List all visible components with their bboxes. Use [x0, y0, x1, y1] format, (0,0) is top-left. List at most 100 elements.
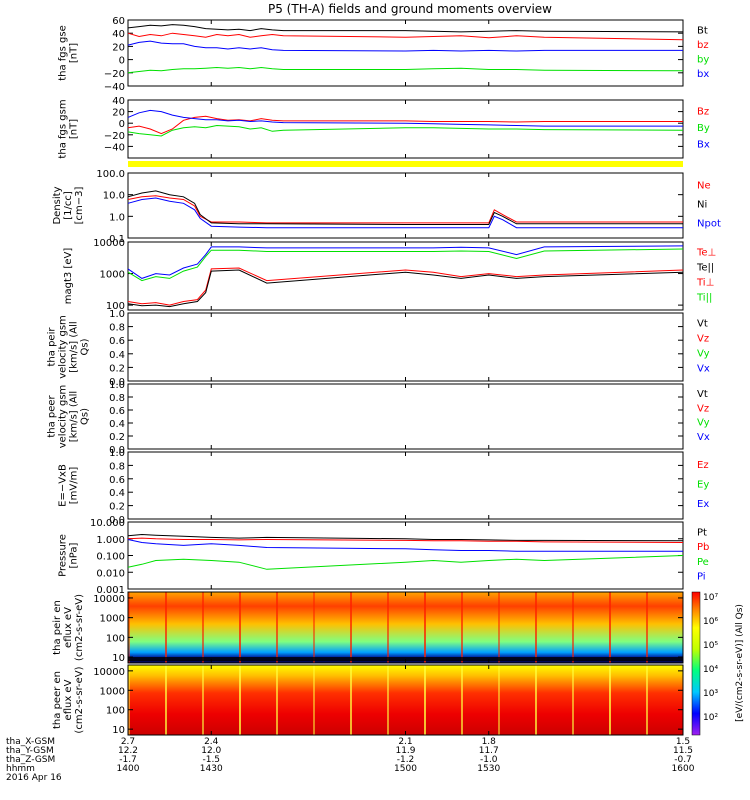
spectrogram-streak [461, 592, 463, 663]
spectrogram-streak [165, 592, 167, 663]
y-axis-label: eflux eV [63, 679, 74, 720]
y-axis-label: [cm−3] [74, 187, 85, 225]
y-tick-label: 10000 [93, 667, 125, 678]
x-tick-value: 1.8 [482, 737, 497, 747]
spectrogram-streak [572, 592, 574, 663]
spectrogram-streak [239, 592, 241, 663]
spectrogram-streak [276, 665, 278, 735]
spectrogram-streak [276, 592, 278, 663]
spectrogram-streak [535, 665, 537, 735]
spectrogram-streak [202, 665, 204, 735]
spectrogram-streak [609, 665, 611, 735]
series-pb-line [127, 537, 684, 543]
spectrogram-streak [128, 592, 130, 663]
spectrogram-streak [202, 665, 204, 735]
spectrogram-streak [165, 665, 167, 735]
panel-3: 100.0 10.0 1.0 0.1 Density [1/cc] [cm−3] Ne Ni Np… [52, 169, 721, 245]
y-axis-label: [nT] [69, 119, 80, 139]
y-tick-label: 1000 [100, 614, 125, 625]
spectrogram-streak [276, 665, 278, 735]
spectrogram-streak [424, 592, 426, 663]
spectrogram-streak [239, 665, 241, 735]
y-tick-label: −20 [104, 69, 125, 80]
y-axis-label: velocity gsm [58, 315, 69, 379]
series-by-line [127, 124, 684, 137]
spectrogram-streak [646, 592, 648, 663]
spectrogram-streak [424, 665, 426, 735]
series-pe-line [127, 555, 684, 570]
x-tick-value: -0.7 [674, 755, 692, 765]
spectrogram-streak [350, 592, 352, 663]
series-ni-line [127, 190, 683, 225]
spectrogram-streak [609, 665, 611, 735]
spectrogram-streak [239, 592, 241, 663]
y-axis-label: (cm2-s-sr-eV) [74, 666, 85, 733]
legend-entry: Ez [697, 460, 709, 471]
series-pi-line [127, 539, 683, 552]
spectrogram-streak [646, 665, 648, 735]
spectrogram-streak [202, 665, 204, 735]
spectrogram-streak [609, 592, 611, 663]
spectrogram-streak [387, 592, 389, 663]
x-tick-value: 1400 [117, 764, 140, 774]
y-tick-label: 0.2 [109, 432, 125, 443]
y-axis-label: [nT] [69, 43, 80, 63]
legend-entry: Vt [697, 319, 708, 330]
y-axis-label: tha peir en [52, 600, 63, 655]
x-tick-value: 11.7 [479, 746, 499, 756]
panel-6: 1.0 0.8 0.6 0.4 0.2 0.0 tha peer velocity gsm [k… [47, 380, 710, 456]
y-tick-label: 0.0 [109, 515, 125, 526]
figure-title: P5 (TH-A) fields and ground moments over… [268, 2, 552, 16]
spectrogram-streak [239, 665, 241, 735]
spectrogram-streak [646, 592, 648, 663]
spectrogram-streak [350, 665, 352, 735]
y-tick-label: −40 [104, 142, 125, 153]
series-te-line [127, 267, 684, 306]
series-bz-line [127, 115, 683, 135]
spectrogram-streak [461, 592, 463, 663]
spectrogram-streak [387, 592, 389, 663]
x-tick-value: 11.9 [395, 746, 415, 756]
spectrogram-streak [535, 665, 537, 735]
spectrogram-streak [165, 665, 167, 735]
spectrogram-streak [646, 665, 648, 735]
y-tick-label: 10000 [93, 594, 125, 605]
y-axis-label: tha fgs gse [58, 25, 69, 81]
spectrogram-streak [128, 665, 130, 735]
legend-entry: Vy [697, 349, 710, 360]
x-tick-value: -1.7 [119, 755, 137, 765]
spectrogram-streak [498, 665, 500, 735]
spectrogram-fill [128, 665, 683, 735]
spectrogram-streak [202, 665, 204, 735]
y-axis-label: [mV/m] [69, 467, 80, 505]
spectrogram-streak [387, 592, 389, 663]
spectrogram-streak [128, 665, 130, 735]
spectrogram-streak [609, 665, 611, 735]
spectrogram-streak [276, 592, 278, 663]
spectrogram-streak [350, 665, 352, 735]
y-tick-label: −20 [104, 131, 125, 142]
y-axis-label: [nPa] [69, 542, 80, 568]
y-tick-label: 0.001 [96, 585, 125, 596]
spectrogram-streak [424, 592, 426, 663]
y-tick-label: 20 [112, 108, 125, 119]
spectrogram-streak [609, 665, 611, 735]
legend-entry: Vt [697, 389, 708, 400]
legend-entry: Bt [697, 25, 708, 36]
legend-entry: Pb [697, 542, 709, 553]
panel-frame [127, 521, 684, 590]
colorbar: 10⁷ 10⁶ 10⁵ 10⁴ 10³ 10² [eV/(cm2-s-sr-eV)] (Al… [691, 591, 745, 736]
y-tick-label: 100 [106, 301, 125, 312]
spectrogram-streak [461, 665, 463, 735]
y-axis-label: E=−VxB [58, 464, 69, 507]
legend-entry: Ex [697, 499, 709, 510]
x-tick-value: 2.7 [121, 737, 135, 747]
spectrogram-streak [572, 592, 574, 663]
spectrogram-streak [350, 665, 352, 735]
spectrogram-streak [609, 592, 611, 663]
spectrogram-streak [276, 665, 278, 735]
spectrogram-streak [535, 592, 537, 663]
x-tick-value: 1.5 [676, 737, 690, 747]
spectrogram-streak [128, 665, 130, 735]
